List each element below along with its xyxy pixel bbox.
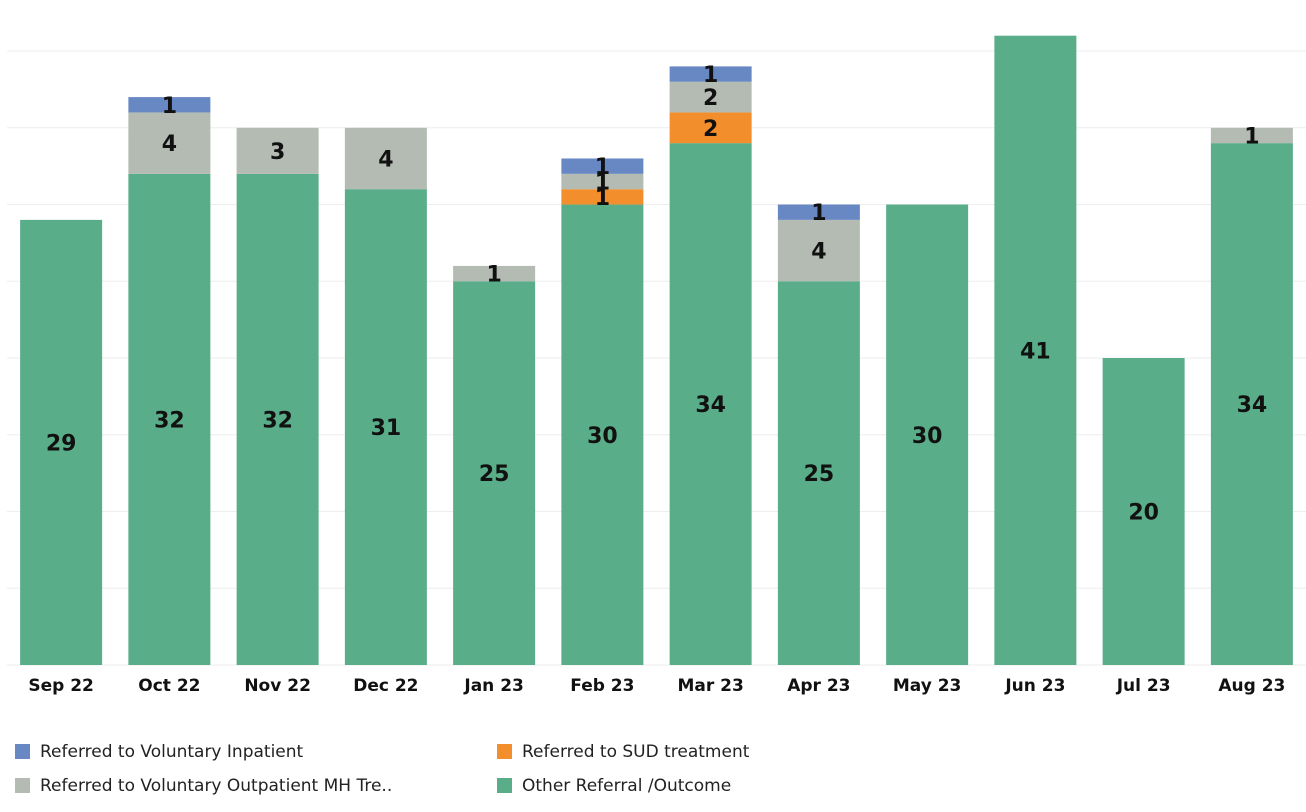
bar-segment	[561, 204, 644, 665]
value-label: 4	[378, 147, 393, 172]
value-label: 31	[371, 416, 402, 441]
value-label: 4	[162, 132, 177, 157]
x-tick-label: Oct 22	[138, 676, 200, 696]
x-tick-label: Mar 23	[677, 676, 743, 696]
bar-segment	[777, 204, 860, 220]
value-label: 32	[154, 408, 185, 433]
bar-segment	[344, 189, 427, 666]
value-label: 1	[811, 201, 826, 226]
bar-segment	[128, 112, 211, 174]
x-tick-label: Jan 23	[463, 676, 523, 696]
value-label: 41	[1020, 339, 1051, 364]
bar-segment	[453, 281, 536, 665]
value-label: 4	[811, 240, 826, 265]
bar-segment	[1102, 358, 1185, 665]
legend-label: Referred to Voluntary Outpatient MH Tre.…	[40, 776, 392, 796]
bar-segment	[1210, 127, 1293, 144]
x-tick-label: Feb 23	[570, 676, 634, 696]
bar-segment	[1210, 143, 1293, 666]
legend-swatch	[15, 778, 30, 793]
value-label: 1	[1244, 124, 1259, 149]
value-label: 34	[1237, 393, 1268, 418]
value-label: 34	[695, 393, 726, 418]
bar-segment	[20, 219, 103, 665]
bar-segment	[344, 127, 427, 190]
value-label: 1	[595, 186, 610, 211]
legend-swatch	[497, 744, 512, 759]
bar-segment	[128, 173, 211, 665]
legend-label: Other Referral /Outcome	[522, 776, 731, 796]
x-tick-label: Sep 22	[28, 676, 94, 696]
bar-segment	[561, 173, 644, 190]
value-label: 25	[479, 462, 510, 487]
bar-segment	[777, 281, 860, 665]
bar-segment	[453, 265, 536, 282]
x-tick-label: Nov 22	[244, 676, 311, 696]
value-label: 30	[587, 424, 618, 449]
bar-segment	[236, 173, 319, 665]
legend-swatch	[497, 778, 512, 793]
bar-segment	[669, 143, 752, 666]
value-label: 30	[912, 424, 943, 449]
value-label: 32	[262, 408, 293, 433]
bar-segment	[669, 81, 752, 113]
value-label: 1	[162, 94, 177, 119]
value-label: 25	[804, 462, 835, 487]
x-tick-label: Aug 23	[1218, 676, 1285, 696]
value-label: 1	[595, 155, 610, 180]
value-label: 3	[270, 140, 285, 165]
bar-segment	[561, 158, 644, 174]
value-label: 1	[595, 171, 610, 196]
bar-segment	[669, 112, 752, 144]
bar-segment	[561, 189, 644, 205]
x-tick-label: Apr 23	[787, 676, 850, 696]
legend-label: Referred to Voluntary Inpatient	[40, 742, 304, 762]
bar-segment	[886, 204, 969, 665]
value-label: 2	[703, 117, 718, 142]
bar-segment	[777, 219, 860, 282]
x-tick-label: Jul 23	[1116, 676, 1171, 696]
value-label: 1	[486, 263, 501, 288]
legend-label: Referred to SUD treatment	[522, 742, 750, 762]
bar-segment	[994, 35, 1077, 665]
bar-segment	[236, 127, 319, 174]
legend-swatch	[15, 744, 30, 759]
x-tick-label: Dec 22	[353, 676, 418, 696]
value-label: 2	[703, 86, 718, 111]
x-tick-label: Jun 23	[1004, 676, 1065, 696]
value-label: 1	[703, 63, 718, 88]
bar-segment	[669, 66, 752, 82]
value-label: 20	[1128, 501, 1159, 526]
x-tick-label: May 23	[893, 676, 962, 696]
value-label: 29	[46, 431, 77, 456]
bar-segment	[128, 97, 211, 113]
